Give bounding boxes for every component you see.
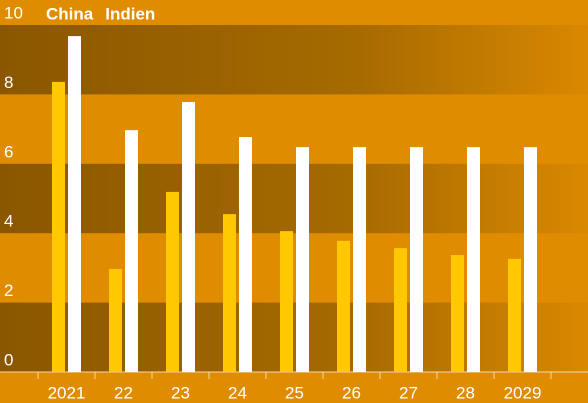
bar [52, 81, 65, 373]
bar [166, 191, 179, 372]
x-tick-label: 2021 [48, 383, 86, 402]
bar [353, 147, 366, 372]
bar [182, 102, 195, 372]
x-tick-label: 25 [285, 383, 304, 402]
x-tick-label: 26 [342, 383, 361, 402]
y-tick-label: 2 [4, 281, 13, 300]
y-tick-label: 6 [4, 142, 13, 161]
bar [337, 240, 350, 372]
y-tick-label: 0 [4, 350, 13, 369]
x-tick-label: 27 [399, 383, 418, 402]
x-tick-label: 22 [114, 383, 133, 402]
y-tick-label: 8 [4, 73, 13, 92]
bar [280, 231, 293, 372]
bar [296, 147, 309, 372]
bar [239, 137, 252, 372]
bar [467, 147, 480, 372]
x-tick-label: 28 [456, 383, 475, 402]
grid-band [0, 163, 588, 234]
x-tick-label: 2029 [504, 383, 542, 402]
x-tick-label: 23 [171, 383, 190, 402]
bar [125, 130, 138, 372]
legend-label: Indien [105, 4, 155, 23]
bar [410, 147, 423, 372]
grid-band [0, 25, 588, 95]
grid-band [0, 302, 588, 372]
bar [109, 268, 122, 372]
y-tick-label: 10 [4, 3, 23, 22]
bar [524, 147, 537, 372]
legend-label: China [46, 4, 94, 23]
bar [223, 214, 236, 372]
x-tick-label: 24 [228, 383, 247, 402]
bar [508, 258, 521, 372]
bar [394, 248, 407, 372]
y-tick-label: 4 [4, 212, 13, 231]
bar [451, 255, 464, 372]
bar [68, 36, 81, 372]
